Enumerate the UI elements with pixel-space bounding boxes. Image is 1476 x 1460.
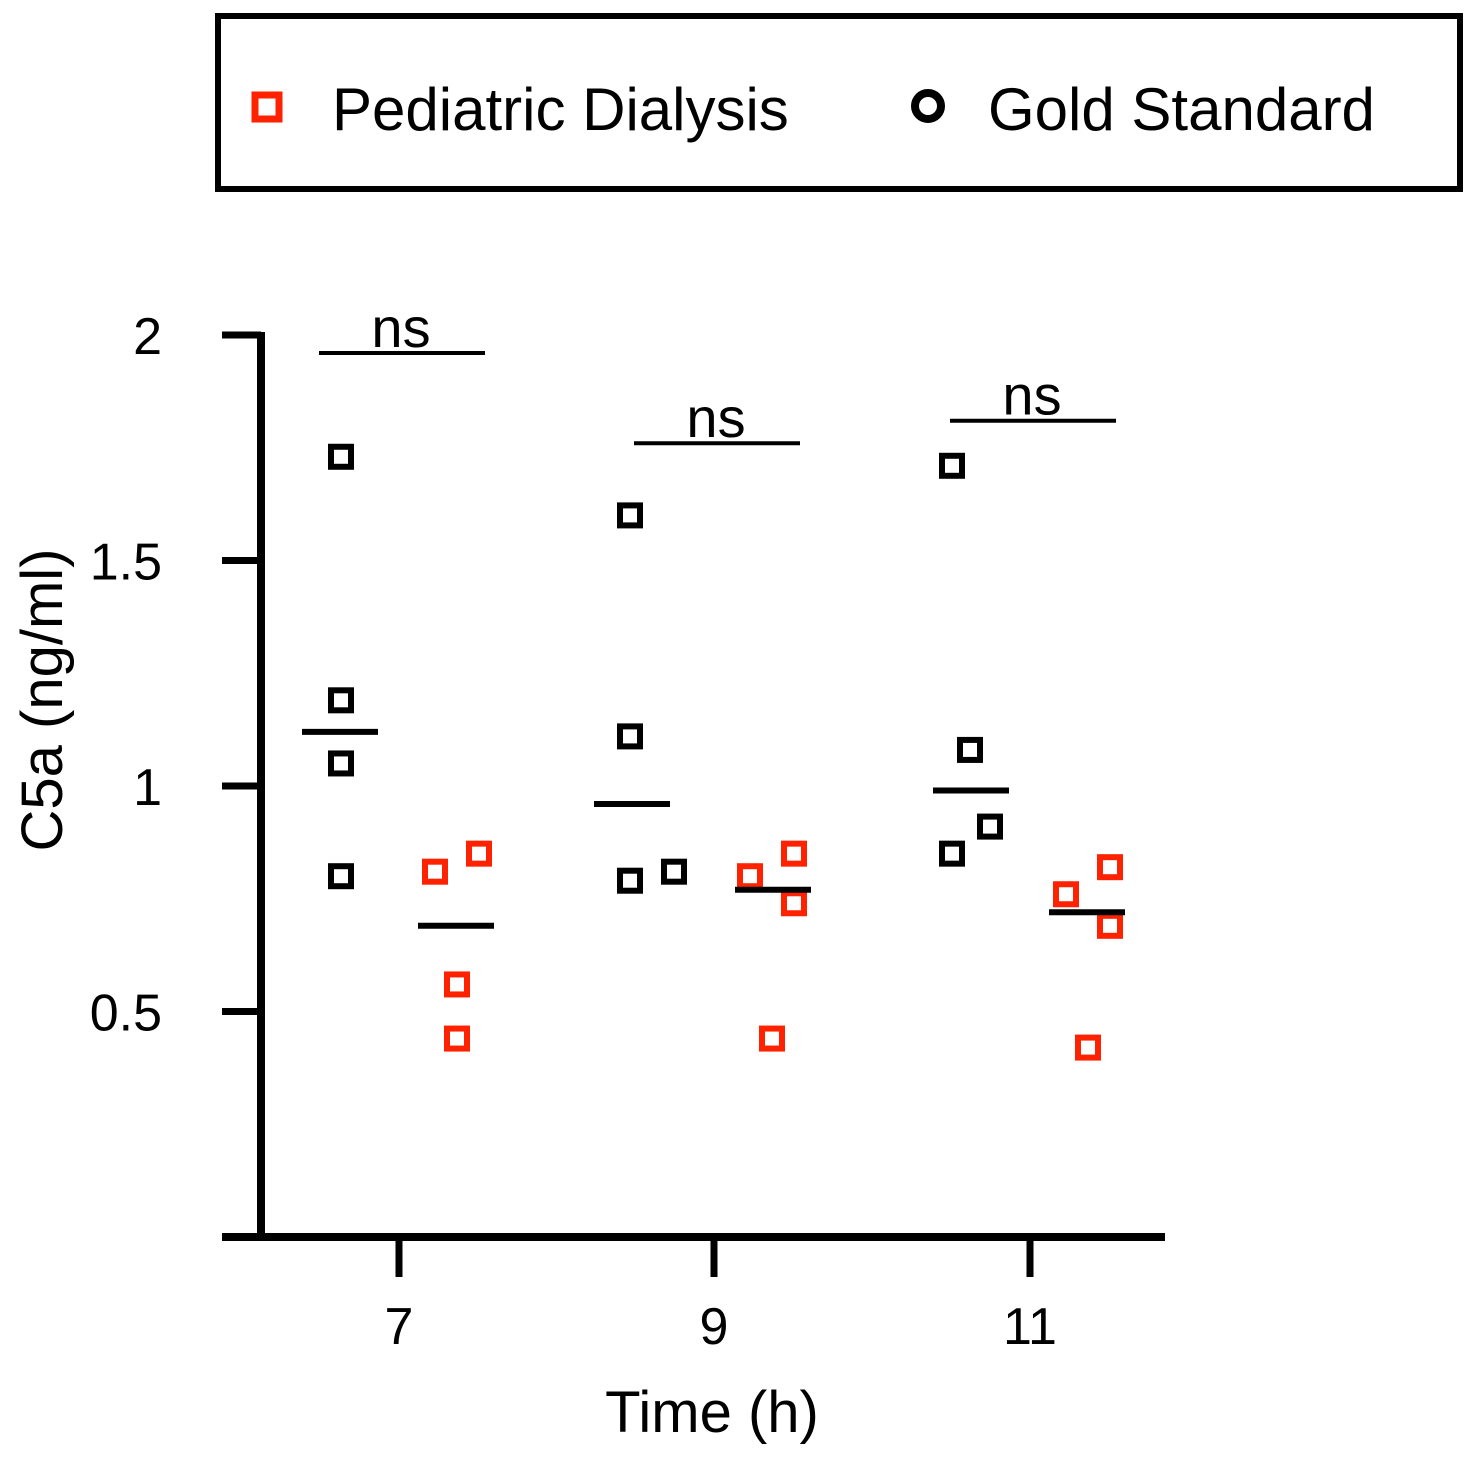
pediatric-dialysis-point (422, 858, 448, 885)
gold-standard-point (661, 858, 687, 885)
pediatric-dialysis-point (1097, 854, 1123, 881)
gold-standard-point (939, 452, 965, 479)
y-tick-label: 0.5 (90, 985, 162, 1043)
pediatric-dialysis-point (781, 840, 807, 867)
y-axis-title: C5a (ng/ml) (10, 549, 75, 852)
x-tick-label: 9 (700, 1298, 729, 1356)
pediatric-dialysis-point (1053, 881, 1079, 908)
significance-label: ns (371, 296, 430, 359)
gold-standard-point (977, 813, 1003, 840)
gold-standard-point (328, 863, 354, 890)
gold-standard-point (939, 840, 965, 867)
x-axis: 7 9 11 (222, 1233, 1165, 1356)
legend: Pediatric Dialysis Gold Standard (215, 13, 1463, 192)
significance-label: ns (686, 386, 745, 449)
y-axis: 0.5 1 1.5 2 (90, 308, 265, 1240)
gold-standard-point (617, 502, 643, 529)
pediatric-dialysis-point (444, 1025, 470, 1052)
y-tick-label: 2 (133, 308, 162, 366)
significance-label: ns (1002, 364, 1061, 427)
x-tick-label: 7 (385, 1298, 414, 1356)
pediatric-dialysis-point (781, 890, 807, 917)
legend-box (215, 13, 1463, 192)
gold-standard-point (328, 443, 354, 470)
gold-standard-point (328, 687, 354, 714)
gold-standard-point (957, 736, 983, 763)
x-tick-label: 11 (1003, 1298, 1057, 1356)
legend-marker-gold-standard (911, 89, 945, 123)
pediatric-dialysis-point (444, 971, 470, 998)
y-tick-label: 1.5 (90, 534, 162, 592)
legend-label-pediatric-dialysis: Pediatric Dialysis (332, 76, 789, 143)
gold-standard-point (617, 867, 643, 894)
pediatric-dialysis-point (1097, 912, 1123, 939)
gold-standard-point (328, 750, 354, 777)
pediatric-dialysis-point (466, 840, 492, 867)
pediatric-dialysis-point (1075, 1034, 1101, 1061)
x-axis-title: Time (h) (605, 1380, 819, 1445)
pediatric-dialysis-point (737, 863, 763, 890)
plot-area: ns ns ns (302, 296, 1125, 1061)
gold-standard-point (617, 723, 643, 750)
legend-label-gold-standard: Gold Standard (988, 76, 1375, 143)
legend-marker-pediatric-dialysis (251, 91, 283, 123)
y-tick-label: 1 (133, 759, 162, 817)
pediatric-dialysis-point (759, 1025, 785, 1052)
